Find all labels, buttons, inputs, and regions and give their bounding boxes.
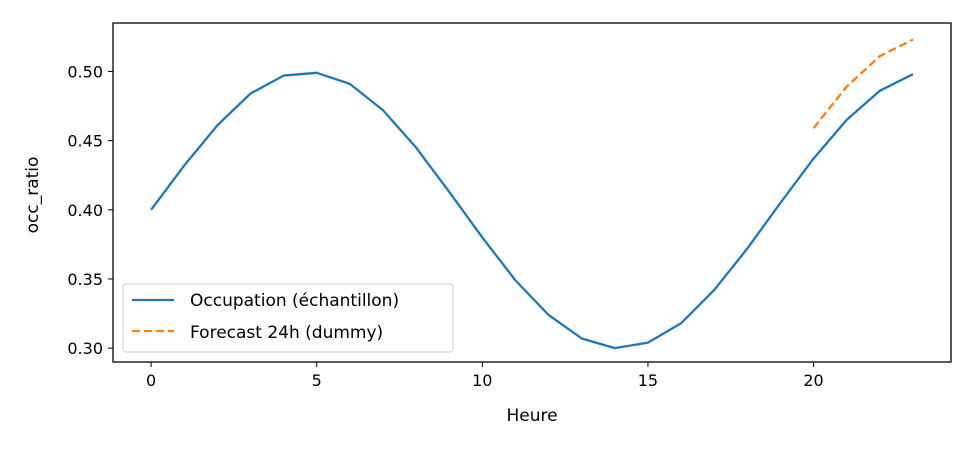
- x-tick-label: 20: [803, 371, 823, 390]
- y-tick-label: 0.50: [67, 62, 103, 81]
- x-axis-label: Heure: [506, 406, 557, 426]
- legend-box: [122, 283, 454, 353]
- y-tick-label: 0.45: [67, 132, 103, 151]
- y-tick-label: 0.30: [67, 339, 103, 358]
- forecast-series-line: [812, 38, 914, 129]
- y-axis-label: occ_ratio: [23, 157, 43, 234]
- x-tick-label: 5: [312, 371, 322, 390]
- occupation-series-line: [150, 71, 914, 350]
- y-tick-label: 0.35: [67, 270, 103, 289]
- x-tick-label: 10: [472, 371, 492, 390]
- series-layer: [150, 38, 914, 350]
- legend-label-occupation: Occupation (échantillon): [190, 291, 399, 311]
- x-tick-label: 0: [146, 371, 156, 390]
- x-tick-label: 15: [638, 371, 658, 390]
- legend-label-forecast: Forecast 24h (dummy): [190, 323, 383, 343]
- y-tick-label: 0.40: [67, 201, 103, 220]
- plot-frame: [112, 22, 952, 363]
- ticks-layer: 0 5 10 15 20 0.30 0.35 0.40 0.45 0.50: [67, 62, 823, 390]
- legend: Occupation (échantillon) Forecast 24h (d…: [122, 283, 454, 353]
